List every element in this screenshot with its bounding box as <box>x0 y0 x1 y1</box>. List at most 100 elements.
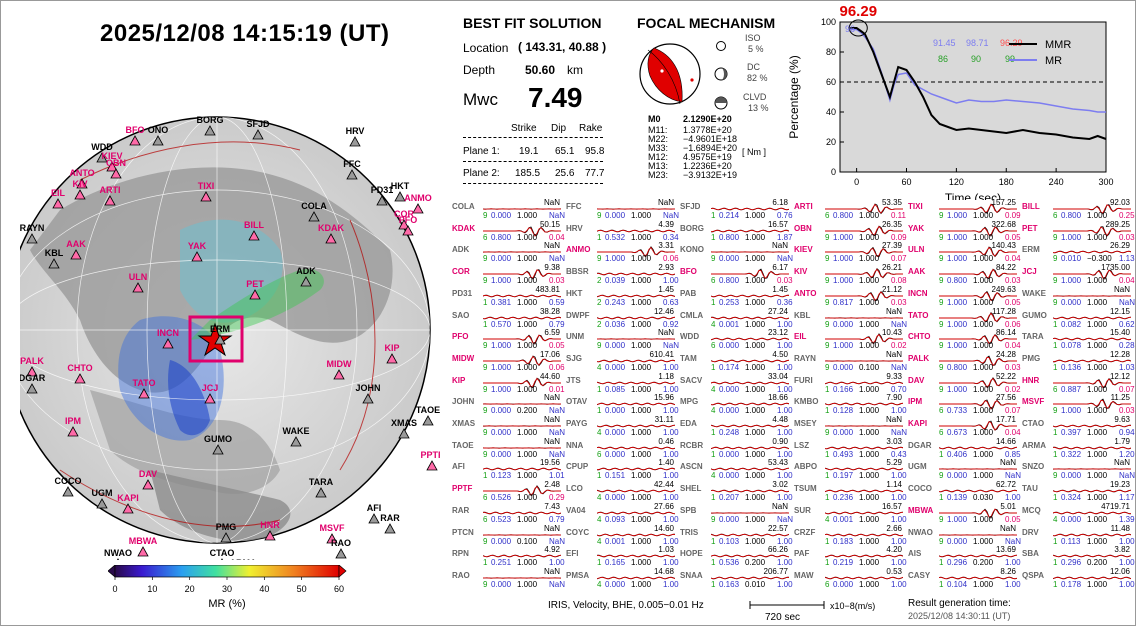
colorbar-ticks: 0 10 20 30 40 50 60 <box>112 577 344 594</box>
waveform-stat: 0.000 <box>605 362 626 372</box>
waveform-station-label: KDAK <box>452 223 476 233</box>
station-label: DAV <box>139 469 157 479</box>
waveform-station-label: EDA <box>680 419 697 428</box>
plane1-rake: 95.8 <box>585 146 605 157</box>
waveform-trace <box>939 508 1017 519</box>
waveform-stat: 4 <box>597 493 602 503</box>
waveform-stat: 0.078 <box>1061 341 1082 351</box>
waveform-station-label: MIDW <box>452 353 475 363</box>
waveform-station-label: TAM <box>680 353 697 363</box>
waveform-stat: 1.000 <box>859 406 880 416</box>
waveform-trace <box>825 402 903 406</box>
waveform-station-label: XMAS <box>452 419 476 428</box>
waveform-stat: 9 <box>1053 254 1058 264</box>
waveform-stat: 1 <box>711 232 716 242</box>
station-label: MBWA <box>129 536 158 546</box>
waveform-station-label: NNA <box>566 440 584 450</box>
waveform-stat: 0.06 <box>549 362 565 372</box>
waveform-stat: NaN <box>1119 471 1136 481</box>
waveform-stat: 1.000 <box>1061 232 1082 242</box>
waveform-stat: 1.00 <box>663 449 679 459</box>
waveform-stat: 1.000 <box>631 384 652 394</box>
waveform-stat: 0.800 <box>491 232 512 242</box>
tensor-key: M12: <box>648 152 669 163</box>
m0-value: 2.1290E+20 <box>683 114 732 124</box>
waveform-stat: 0.04 <box>549 232 565 242</box>
waveform-station-label: DAV <box>908 375 925 385</box>
waveform-stat: 0.05 <box>1005 297 1021 307</box>
waveform-stat: 1.000 <box>745 319 766 329</box>
focal-mechanism-title: FOCAL MECHANISM <box>637 15 776 31</box>
waveform-stat: 1 <box>1053 362 1058 372</box>
waveform-trace <box>939 203 1017 214</box>
waveform-stat: 1.00 <box>777 536 793 546</box>
waveform-amplitude: 610.41 <box>649 349 674 359</box>
waveform-trace <box>1053 204 1131 215</box>
station-triangle-icon <box>106 161 118 172</box>
waveform-station-label: SNAA <box>680 570 703 580</box>
waveform-stat: NaN <box>549 211 566 220</box>
waveform-station-label: WDD <box>680 332 700 342</box>
waveform-amplitude: NaN <box>543 436 560 446</box>
waveform-station-label: ERM <box>1022 245 1040 255</box>
waveform-stat: 9 <box>939 211 944 220</box>
location-value: ( 143.31, 40.88 ) <box>518 40 607 54</box>
waveform-stat: 1 <box>483 297 488 307</box>
table-rule-1 <box>463 137 603 138</box>
waveform-amplitude: 15.40 <box>1109 328 1130 338</box>
waveform-stat: 0.253 <box>719 297 740 307</box>
waveform-stat: 0.001 <box>605 536 626 546</box>
waveform-trace <box>711 512 789 514</box>
waveform-amplitude: NaN <box>885 306 902 316</box>
waveform-stat: 0.02 <box>891 341 907 351</box>
waveform-stat: 1 <box>597 406 602 416</box>
plane1-strike: 19.1 <box>519 146 539 157</box>
station-label: PALK <box>20 356 44 366</box>
waveform-trace <box>597 338 675 340</box>
waveform-trace <box>825 554 903 558</box>
waveform-stat: 0.197 <box>833 471 854 481</box>
waveform-stat: 1.000 <box>859 514 880 524</box>
waveform-station-label: TRIS <box>680 527 699 537</box>
waveform-amplitude: 1.40 <box>658 458 674 468</box>
waveform-stat: 1.000 <box>517 558 538 568</box>
waveform-stat: 1 <box>1053 449 1058 459</box>
waveform-stat: 1.00 <box>777 384 793 394</box>
waveform-trace <box>825 425 903 427</box>
waveform-stat: 9 <box>1053 276 1058 286</box>
plane2-strike: 185.5 <box>515 168 541 179</box>
waveform-amplitude: 4.48 <box>772 415 788 424</box>
best-fit-title: BEST FIT SOLUTION <box>463 15 602 31</box>
station-triangle-icon <box>249 289 261 300</box>
waveform-amplitude: 1.03 <box>658 545 674 555</box>
waveform-amplitude: 5.01 <box>1000 501 1016 511</box>
waveform-stat: 1 <box>597 558 602 568</box>
waveform-stat: 1 <box>711 579 716 589</box>
station-label: SFJD <box>246 119 270 129</box>
waveform-stat: 1.000 <box>973 211 994 220</box>
dc-value: 82 % <box>747 73 768 83</box>
station-label: KIEV <box>101 151 122 161</box>
waveform-stat: 1.00 <box>663 362 679 372</box>
waveform-trace <box>1053 489 1131 493</box>
waveform-stat: 1 <box>939 449 944 459</box>
waveform-stat: 1.000 <box>1087 449 1108 459</box>
waveform-stat: 1.000 <box>605 254 626 264</box>
sub-value: 86 <box>938 54 948 64</box>
station-label: BORG <box>197 115 224 125</box>
waveform-stat: 9 <box>825 254 830 264</box>
waveform-stat: 0.183 <box>833 536 854 546</box>
waveform-trace <box>711 294 789 298</box>
waveform-amplitude: 84.22 <box>995 263 1016 273</box>
waveform-stat: 9 <box>939 514 944 524</box>
waveform-stat: 1.000 <box>859 471 880 481</box>
waveform-stat: 1.000 <box>947 211 968 220</box>
y-tick-label: 100 <box>821 17 836 27</box>
waveform-stat: 1.000 <box>745 471 766 481</box>
result-time-value: 2025/12/08 14:30:11 (UT) <box>908 611 1011 621</box>
waveform-amplitude: 3.03 <box>886 436 902 446</box>
station-label: JCJ <box>202 383 219 393</box>
waveform-station-label: SNZO <box>1022 462 1045 472</box>
waveform-station-label: ASCN <box>680 462 703 472</box>
waveform-stat: 1.000 <box>517 341 538 351</box>
